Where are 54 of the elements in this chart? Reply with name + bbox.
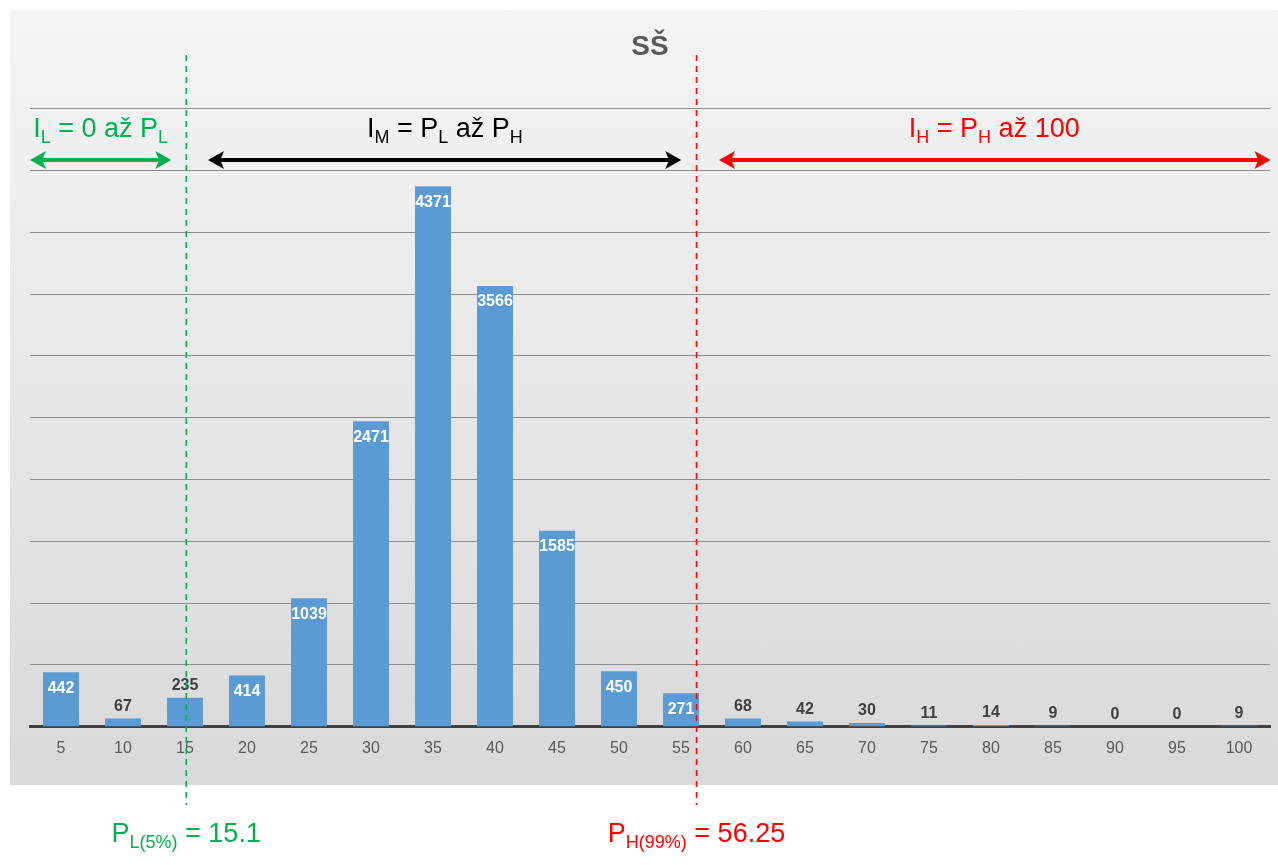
- x-tick-label: 55: [672, 738, 690, 756]
- data-label: 4371: [415, 192, 451, 210]
- data-label: 30: [858, 701, 876, 719]
- data-label: 42: [796, 700, 814, 718]
- x-tick-label: 5: [56, 738, 66, 756]
- x-tick-label: 85: [1044, 738, 1062, 756]
- ref-line-label: P$_{L(5%)}$ = 15.1: [111, 818, 261, 854]
- x-tick-label: 25: [300, 738, 318, 756]
- bar: [105, 718, 141, 727]
- x-tick-label: 10: [114, 738, 132, 756]
- data-label: 1585: [539, 537, 575, 555]
- x-tick-label: 70: [858, 738, 876, 756]
- x-tick-label: 30: [362, 738, 380, 756]
- bar: [415, 186, 451, 727]
- bar: [291, 598, 327, 727]
- data-label: 67: [114, 696, 132, 714]
- data-label: 68: [734, 696, 752, 714]
- bar: [477, 285, 513, 727]
- bar: [849, 723, 885, 727]
- data-label: 0: [1110, 705, 1120, 723]
- x-tick-label: 50: [610, 738, 628, 756]
- data-label: 1039: [291, 604, 327, 622]
- x-tick-label: 40: [486, 738, 504, 756]
- x-tick-label: 80: [982, 738, 1000, 756]
- x-tick-label: 90: [1106, 738, 1124, 756]
- data-label: 9: [1048, 704, 1058, 722]
- data-label: 0: [1172, 705, 1182, 723]
- data-label: 9: [1234, 704, 1244, 722]
- x-tick-label: 100: [1225, 738, 1253, 756]
- data-label: 11: [920, 703, 938, 721]
- data-label: 235: [171, 676, 199, 694]
- data-label: 414: [233, 682, 261, 700]
- x-tick-label: 35: [424, 738, 442, 756]
- ref-line-label: P$_{H(99%)}$ = 56.25: [607, 818, 786, 854]
- x-tick-label: 20: [238, 738, 256, 756]
- bar: [725, 718, 761, 727]
- annotation: I$_{M}$ = P$_{L}$ až P$_{H}$: [366, 113, 523, 149]
- data-label: 3566: [477, 292, 513, 310]
- data-label: 450: [605, 677, 633, 695]
- annotation: I$_{H}$ = P$_{H}$ až 100: [908, 113, 1080, 149]
- data-label: 14: [982, 703, 1000, 721]
- data-label: 2471: [353, 427, 389, 445]
- bar: [539, 530, 575, 727]
- x-tick-label: 60: [734, 738, 752, 756]
- x-tick-label: 75: [920, 738, 938, 756]
- x-tick-label: 45: [548, 738, 566, 756]
- bar: [167, 697, 203, 727]
- data-label: 442: [47, 678, 75, 696]
- data-label: 271: [667, 699, 695, 717]
- x-tick-label: 95: [1168, 738, 1186, 756]
- x-tick-label: 65: [796, 738, 814, 756]
- bar: [353, 421, 389, 727]
- annotation: I$_{L}$ = 0 až P$_{L}$: [33, 113, 169, 149]
- chart-title: SŠ: [631, 28, 669, 61]
